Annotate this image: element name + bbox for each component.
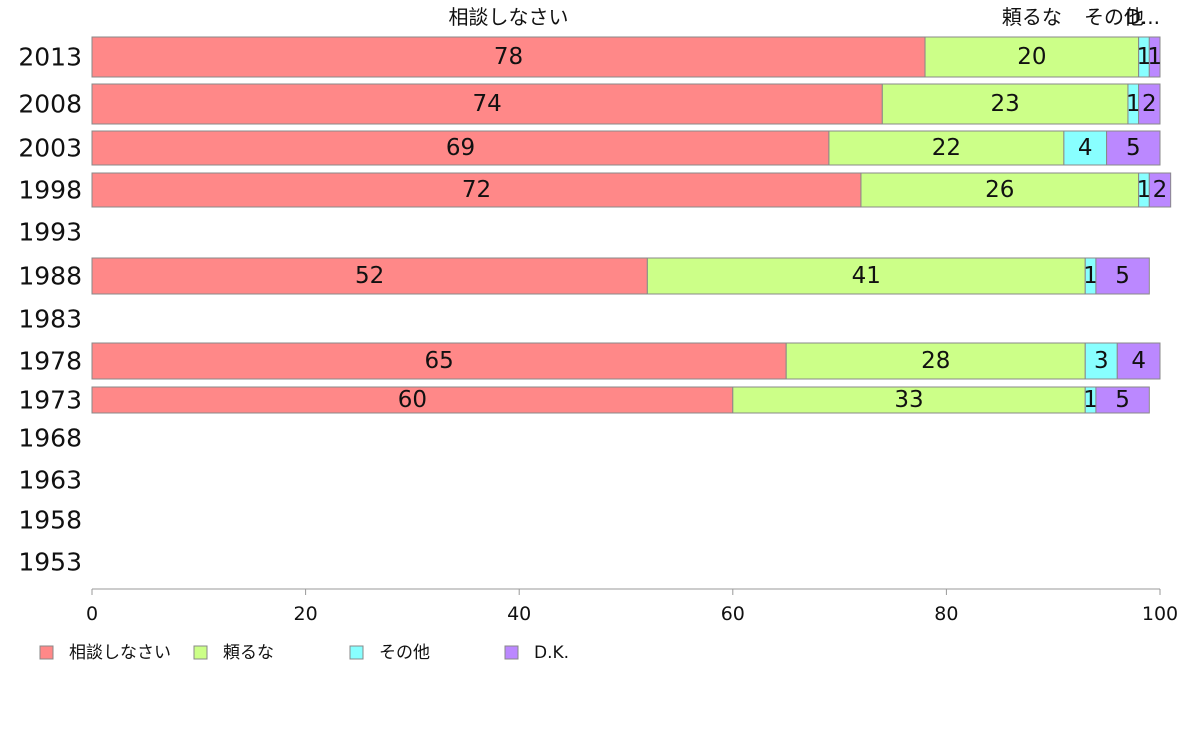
data-label: 4 [1078, 135, 1093, 161]
legend-swatch [39, 645, 54, 660]
bar-segment [1095, 386, 1150, 414]
x-tick-label: 60 [721, 603, 745, 625]
data-label: 65 [424, 348, 453, 374]
data-label: 22 [932, 135, 961, 161]
y-tick-label: 1973 [18, 386, 82, 415]
data-label: 33 [894, 387, 923, 413]
bar-segment [924, 36, 1140, 78]
bar-segment [1095, 257, 1150, 295]
bar-segment [881, 83, 1129, 125]
bar-segment [91, 257, 648, 295]
data-label: 72 [462, 177, 491, 203]
bar-segment [1148, 172, 1172, 208]
bar-segment [1116, 342, 1161, 380]
series-top-label: その他 [1084, 5, 1144, 29]
data-label: 5 [1115, 387, 1130, 413]
x-tick-label: 100 [1142, 603, 1178, 625]
x-tick-label: 80 [934, 603, 958, 625]
data-label: 23 [990, 91, 1019, 117]
bar-segment [1084, 342, 1118, 380]
data-label: 60 [398, 387, 427, 413]
bar-segment [785, 342, 1086, 380]
data-label: 74 [473, 91, 502, 117]
data-label: 69 [446, 135, 475, 161]
data-label: 52 [355, 263, 384, 289]
legend-swatch [504, 645, 519, 660]
data-label: 20 [1017, 44, 1046, 70]
y-tick-label: 2008 [18, 90, 82, 119]
series-top-label: 相談しなさい [449, 5, 569, 29]
y-tick-label: 2003 [18, 134, 82, 163]
y-tick-label: 1978 [18, 347, 82, 376]
y-tick-label: 1968 [18, 424, 82, 453]
bar-segment [91, 83, 883, 125]
bar-segment [646, 257, 1086, 295]
legend-swatch [349, 645, 364, 660]
data-label: 28 [921, 348, 950, 374]
data-label: 2 [1153, 177, 1168, 203]
bar-segment [860, 172, 1140, 208]
bar-segment [91, 342, 787, 380]
y-tick-label: 1998 [18, 176, 82, 205]
data-label: 78 [494, 44, 523, 70]
x-tick-label: 40 [507, 603, 531, 625]
y-tick-label: 1988 [18, 262, 82, 291]
x-tick-label: 20 [294, 603, 318, 625]
legend-label: 相談しなさい [69, 643, 171, 663]
series-top-label: D... [1126, 5, 1160, 29]
data-label: 5 [1126, 135, 1141, 161]
bar-segment [1106, 130, 1161, 166]
data-label: 3 [1094, 348, 1109, 374]
data-label: 1 [1147, 44, 1162, 70]
bar-segment [91, 130, 830, 166]
y-tick-label: 1958 [18, 506, 82, 535]
data-label: 1 [1083, 387, 1098, 413]
data-label: 1 [1137, 44, 1152, 70]
bar-segment [732, 386, 1086, 414]
y-tick-label: 2013 [18, 43, 82, 72]
y-tick-label: 1983 [18, 305, 82, 334]
y-tick-label: 1963 [18, 466, 82, 495]
legend-label: D.K. [534, 643, 569, 663]
bar-segment [91, 36, 926, 78]
legend-label: その他 [379, 643, 430, 663]
legend-label: 頼るな [223, 643, 274, 663]
data-label: 26 [985, 177, 1014, 203]
data-label: 4 [1131, 348, 1146, 374]
y-tick-label: 1993 [18, 218, 82, 247]
data-label: 1 [1126, 91, 1141, 117]
data-label: 1 [1137, 177, 1152, 203]
data-label: 2 [1142, 91, 1157, 117]
bar-segment [1148, 36, 1161, 78]
y-tick-label: 1953 [18, 548, 82, 577]
bar-segment [1138, 83, 1161, 125]
data-label: 41 [852, 263, 881, 289]
legend-swatch [193, 645, 208, 660]
data-label: 1 [1083, 263, 1098, 289]
x-tick-label: 0 [86, 603, 98, 625]
data-label: 5 [1115, 263, 1130, 289]
series-top-label: 頼るな [1002, 5, 1062, 29]
